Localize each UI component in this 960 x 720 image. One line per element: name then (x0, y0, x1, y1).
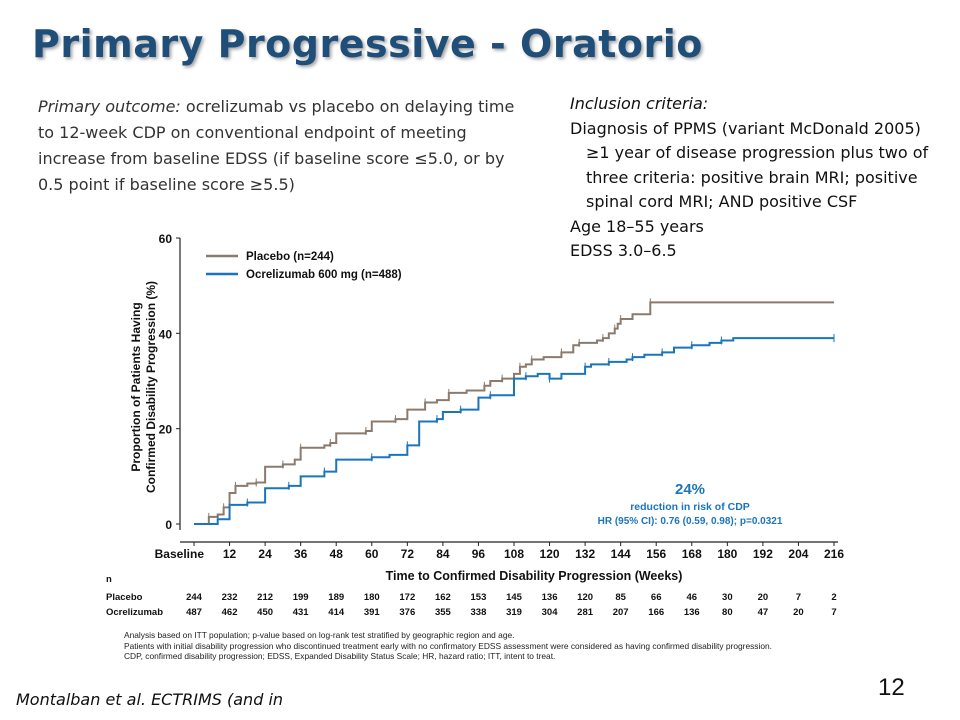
x-tick-label: 132 (575, 547, 595, 561)
footnote-3: CDP, confirmed disability progression; E… (124, 651, 556, 662)
number-at-risk-value: 391 (364, 607, 381, 618)
inclusion-edss: EDSS 3.0–6.5 (570, 241, 677, 260)
x-tick-label: 120 (540, 547, 560, 561)
number-at-risk-value: 80 (722, 607, 733, 618)
x-tick-label: Baseline (155, 547, 205, 561)
inclusion-criteria: Inclusion criteria: Diagnosis of PPMS (v… (570, 92, 950, 264)
number-at-risk-value: 338 (471, 607, 487, 618)
number-at-risk-value: 136 (684, 607, 700, 618)
chart-footnotes: Analysis based on ITT population; p-valu… (124, 630, 824, 662)
legend-label: Ocrelizumab 600 mg (n=488) (246, 269, 402, 281)
y-axis-label-line1: Proportion of Patients Having (129, 302, 143, 471)
number-at-risk-value: 376 (399, 607, 415, 618)
primary-outcome-text: ocrelizumab vs placebo on delaying time … (38, 97, 515, 194)
number-at-risk-value: 212 (257, 592, 273, 603)
x-tick-label: 192 (753, 547, 773, 561)
number-at-risk-value: 487 (186, 607, 202, 618)
x-tick-label: 108 (504, 547, 524, 561)
annotation-percent: 24% (675, 481, 705, 498)
slide-number: 12 (878, 674, 905, 701)
x-tick-label: 60 (365, 547, 379, 561)
number-at-risk-value: 304 (542, 607, 559, 618)
number-at-risk-value: 414 (328, 607, 345, 618)
number-at-risk-value: 166 (648, 607, 664, 618)
x-tick-label: 12 (223, 547, 237, 561)
x-tick-label: 24 (258, 547, 272, 561)
x-tick-label: 96 (472, 547, 486, 561)
inclusion-progression: ≥1 year of disease progression plus two … (586, 143, 929, 211)
number-at-risk-value: 136 (542, 592, 558, 603)
number-at-risk-value: 7 (796, 592, 801, 603)
number-at-risk-value: 207 (613, 607, 629, 618)
inclusion-heading: Inclusion criteria: (570, 94, 709, 113)
x-tick-label: 84 (436, 547, 450, 561)
x-tick-label: 144 (611, 547, 631, 561)
number-at-risk-value: 20 (793, 607, 804, 618)
number-at-risk-value: 431 (293, 607, 310, 618)
number-at-risk-value: 180 (364, 592, 380, 603)
slide-title: Primary Progressive - Oratorio (32, 22, 703, 66)
footnote-2: Patients with initial disability progres… (124, 640, 772, 651)
number-at-risk-value: 450 (257, 607, 273, 618)
number-at-risk-value: 244 (186, 592, 203, 603)
number-at-risk-header: n (106, 574, 112, 585)
primary-outcome: Primary outcome: ocrelizumab vs placebo … (38, 94, 528, 198)
number-at-risk-value: 153 (471, 592, 487, 603)
number-at-risk-label: Placebo (106, 592, 143, 603)
y-axis-label-line2: Confirmed Disability Progression (%) (144, 281, 158, 493)
citation: Montalban et al. ECTRIMS (and in (16, 690, 284, 709)
y-tick-label: 40 (159, 327, 173, 341)
x-tick-label: 156 (646, 547, 666, 561)
footnote-1: Analysis based on ITT population; p-valu… (124, 630, 515, 640)
inclusion-age: Age 18–55 years (570, 216, 704, 236)
series-line-ocrelizumab (194, 337, 834, 525)
inclusion-diagnosis: Diagnosis of PPMS (variant McDonald 2005… (570, 118, 921, 138)
number-at-risk-value: 172 (399, 592, 415, 603)
number-at-risk-value: 189 (328, 592, 344, 603)
number-at-risk-value: 199 (293, 592, 309, 603)
number-at-risk-value: 47 (758, 607, 769, 618)
number-at-risk-value: 66 (651, 592, 662, 603)
number-at-risk-value: 85 (615, 592, 626, 603)
number-at-risk-value: 355 (435, 607, 452, 618)
number-at-risk-value: 145 (506, 592, 523, 603)
y-tick-label: 60 (159, 232, 173, 246)
series-line-placebo (194, 301, 834, 525)
x-tick-label: 36 (294, 547, 308, 561)
number-at-risk-label: Ocrelizumab (106, 607, 163, 618)
y-tick-label: 0 (165, 518, 172, 532)
number-at-risk-value: 120 (577, 592, 593, 603)
x-tick-label: 72 (401, 547, 415, 561)
x-tick-label: 48 (330, 547, 344, 561)
number-at-risk-value: 2 (831, 592, 836, 603)
number-at-risk-value: 281 (577, 607, 594, 618)
x-tick-label: 168 (682, 547, 702, 561)
annotation-hr: HR (95% CI): 0.76 (0.59, 0.98); p=0.0321 (598, 516, 783, 527)
x-axis-label: Time to Confirmed Disability Progression… (386, 569, 683, 583)
x-tick-label: 180 (717, 547, 737, 561)
number-at-risk-value: 162 (435, 592, 451, 603)
number-at-risk-value: 319 (506, 607, 522, 618)
number-at-risk-value: 462 (222, 607, 238, 618)
legend-label: Placebo (n=244) (246, 251, 334, 263)
number-at-risk-value: 232 (222, 592, 238, 603)
number-at-risk-value: 46 (686, 592, 697, 603)
number-at-risk-value: 20 (758, 592, 769, 603)
primary-outcome-lead: Primary outcome: (38, 97, 181, 116)
y-tick-label: 20 (159, 423, 173, 437)
number-at-risk-value: 30 (722, 592, 733, 603)
number-at-risk-value: 7 (831, 607, 836, 618)
annotation-caption: reduction in risk of CDP (630, 501, 750, 513)
x-tick-label: 216 (824, 547, 844, 561)
x-tick-label: 204 (788, 547, 808, 561)
